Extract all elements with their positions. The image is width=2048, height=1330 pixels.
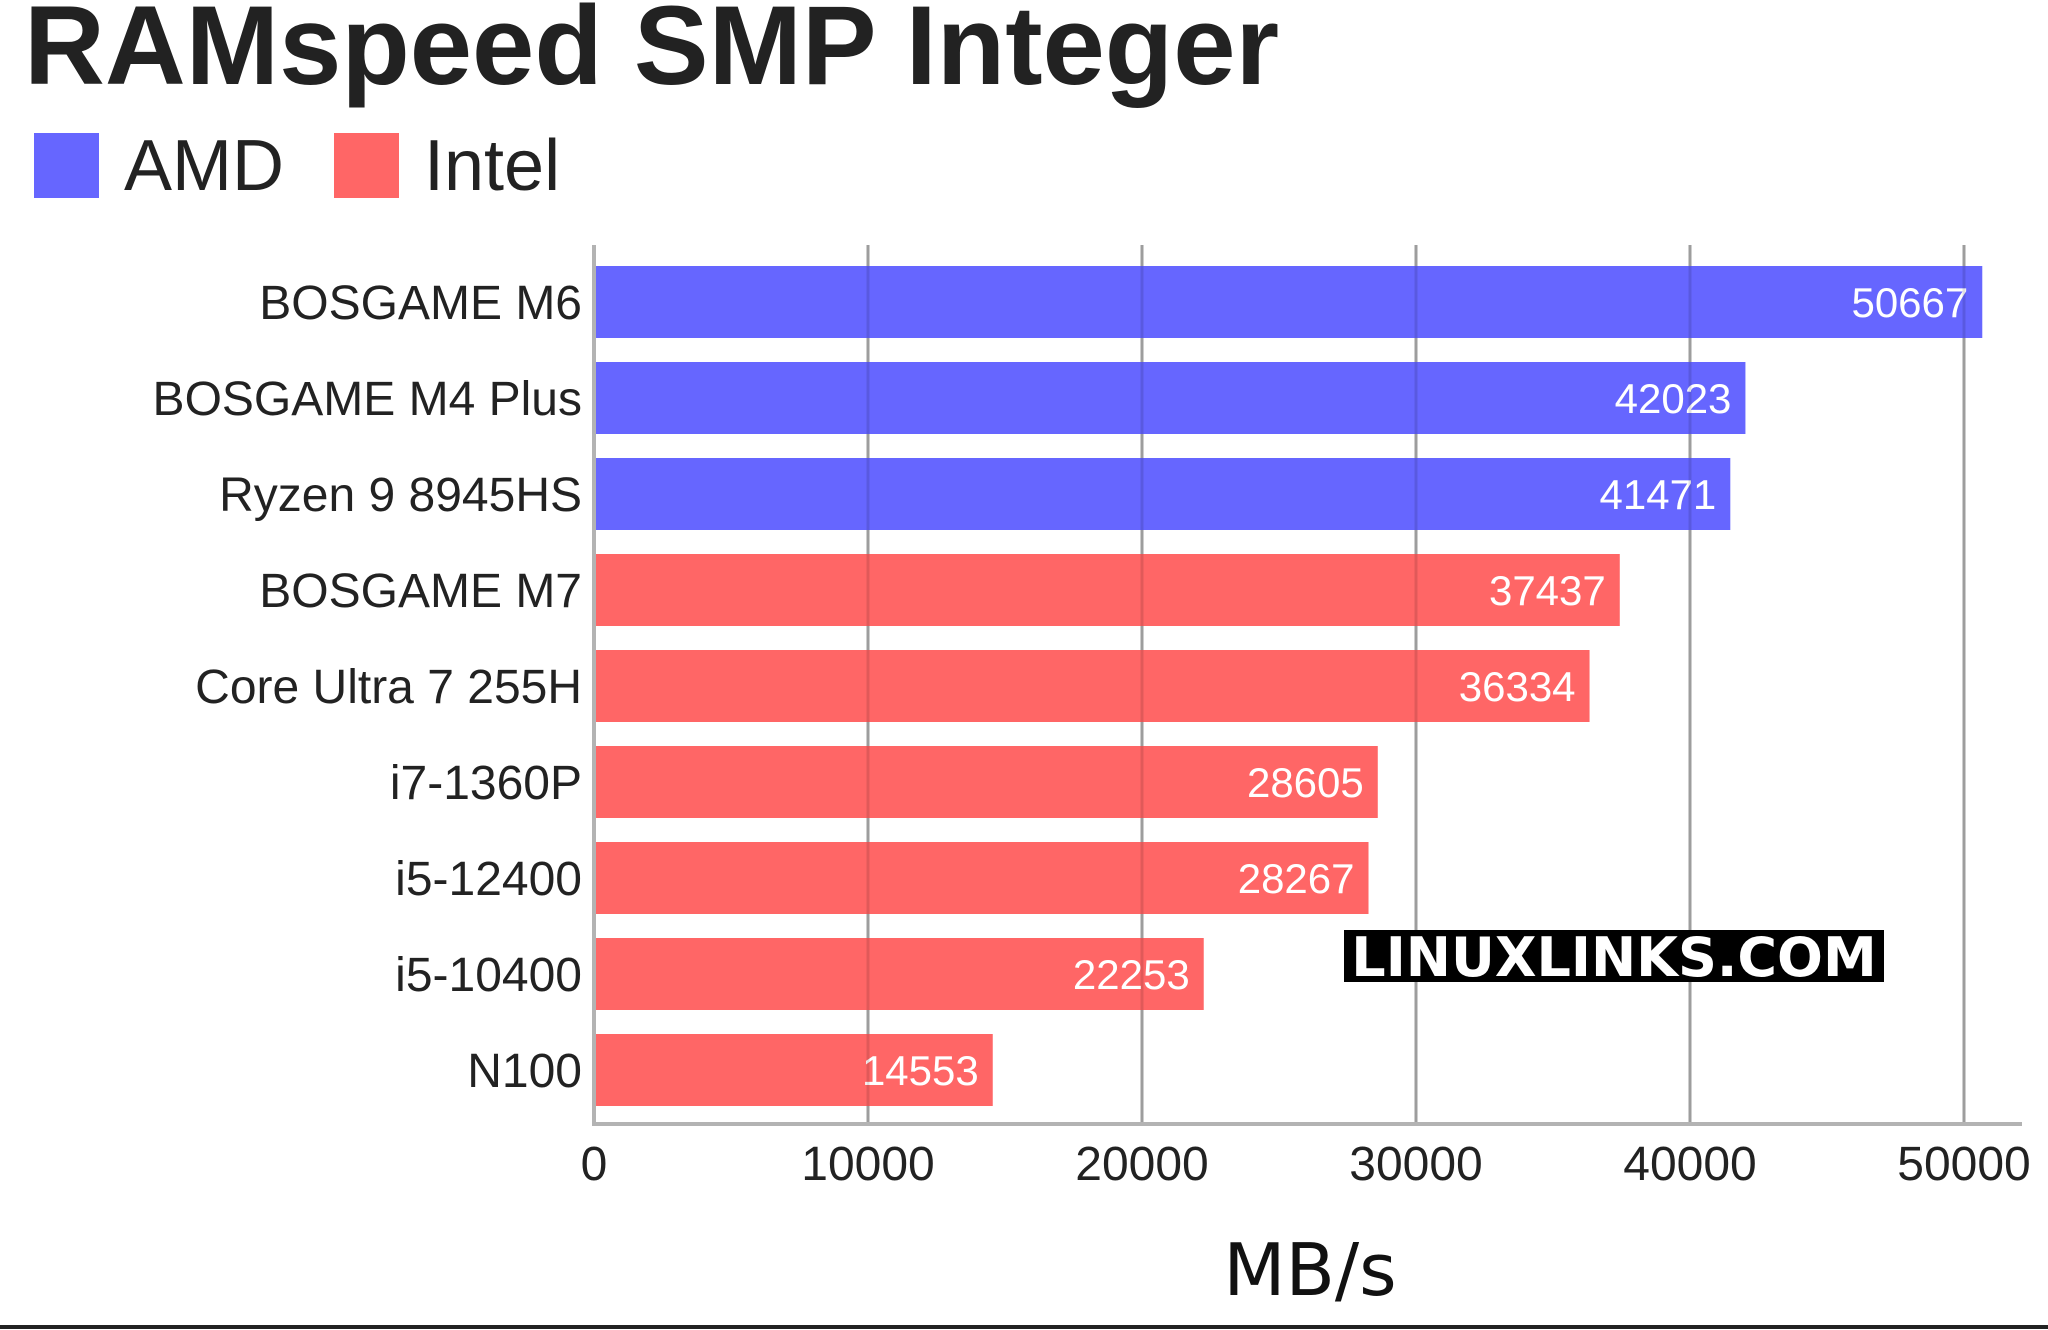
bar xyxy=(594,362,1746,434)
category-label: i5-10400 xyxy=(395,949,582,1002)
x-tick-label: 50000 xyxy=(1897,1138,2030,1191)
category-label: Ryzen 9 8945HS xyxy=(219,469,582,522)
data-label: 50667 xyxy=(1851,279,1968,326)
data-label: 28605 xyxy=(1247,759,1364,806)
bars: 50667 42023 41471 37437 36334 28605 28267 22253… xyxy=(594,266,1983,1106)
category-labels: BOSGAME M6 BOSGAME M4 Plus Ryzen 9 8945HS B… xyxy=(153,277,582,1098)
watermark-text: LINUXLINKS.COM xyxy=(1351,926,1876,989)
data-label: 37437 xyxy=(1489,567,1606,614)
legend-swatch-amd xyxy=(34,133,99,198)
legend-label-intel: Intel xyxy=(424,126,560,206)
bar xyxy=(594,842,1369,914)
watermark: LINUXLINKS.COM xyxy=(1344,926,1884,989)
data-label: 22253 xyxy=(1073,951,1190,998)
category-label: i7-1360P xyxy=(390,757,582,810)
x-axis-title: MB/s xyxy=(1223,1228,1396,1312)
watermark-background xyxy=(1344,930,1884,982)
category-label: BOSGAME M7 xyxy=(259,565,582,618)
bar xyxy=(594,554,1620,626)
x-tick-label: 10000 xyxy=(801,1138,934,1191)
grid-overlay xyxy=(592,245,2022,1126)
category-label: N100 xyxy=(467,1045,582,1098)
legend-swatch-intel xyxy=(334,133,399,198)
x-axis-ticks: 0 10000 20000 30000 40000 50000 xyxy=(581,1138,2031,1191)
data-label: 14553 xyxy=(862,1047,979,1094)
category-label: BOSGAME M4 Plus xyxy=(153,373,582,426)
data-label: 36334 xyxy=(1459,663,1576,710)
bar xyxy=(594,746,1378,818)
legend: AMD Intel xyxy=(34,126,560,206)
x-tick-label: 30000 xyxy=(1349,1138,1482,1191)
bar xyxy=(594,1034,993,1106)
bar xyxy=(594,458,1731,530)
x-tick-label: 20000 xyxy=(1075,1138,1208,1191)
x-tick-label: 40000 xyxy=(1623,1138,1756,1191)
data-label: 42023 xyxy=(1615,375,1732,422)
chart-title: RAMspeed SMP Integer xyxy=(24,0,1279,108)
data-label: 28267 xyxy=(1238,855,1355,902)
bar xyxy=(594,650,1590,722)
data-label: 41471 xyxy=(1600,471,1717,518)
bar xyxy=(594,266,1983,338)
legend-label-amd: AMD xyxy=(124,126,284,206)
category-label: BOSGAME M6 xyxy=(259,277,582,330)
category-label: i5-12400 xyxy=(395,853,582,906)
category-label: Core Ultra 7 255H xyxy=(195,661,582,714)
bar xyxy=(594,938,1204,1010)
x-tick-label: 0 xyxy=(581,1138,608,1191)
